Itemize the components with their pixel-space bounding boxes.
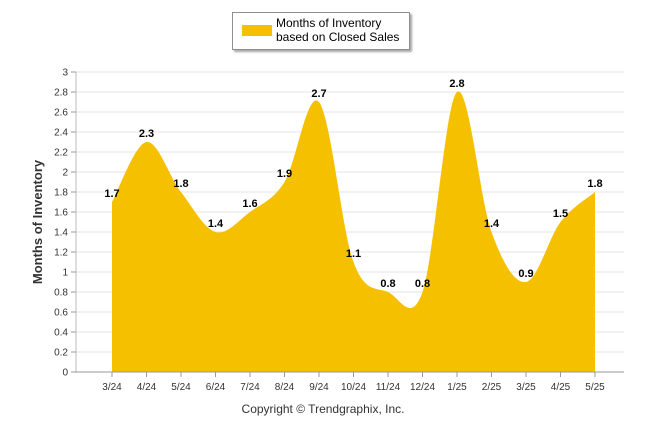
data-labels: 1.7 2.3 1.8 1.4 1.6 1.9 2.7 1.1 0.8 0.8 2.8 1.4 0.9 1… [104, 78, 602, 290]
x-tick-label: 3/25 [516, 382, 536, 393]
x-tick-label: 11/24 [376, 382, 401, 393]
data-label: 0.8 [415, 278, 430, 290]
x-tick-label: 12/24 [410, 382, 435, 393]
data-label: 1.9 [277, 168, 292, 180]
x-axis-ticks: 3/24 4/24 5/24 6/24 7/24 8/24 9/24 10/24 11/24 12… [76, 371, 624, 393]
y-tick-label: 2.8 [54, 88, 68, 99]
x-tick-label: 4/25 [551, 382, 571, 393]
y-tick-label: 1.8 [54, 188, 68, 199]
data-label: 2.7 [311, 88, 326, 100]
y-axis-title: Months of Inventory [30, 159, 45, 284]
data-label: 2.3 [139, 128, 154, 140]
copyright-text: Copyright © Trendgraphix, Inc. [241, 402, 405, 416]
y-tick-label: 2 [62, 168, 68, 179]
legend-swatch [242, 25, 272, 36]
x-tick-label: 1/25 [447, 382, 467, 393]
y-axis-ticks: 0 0.2 0.4 0.6 0.8 1 1.2 1.4 1.6 1.8 2 2.2 2.4 2.6 2.8 3 [54, 68, 76, 379]
x-tick-label: 6/24 [206, 382, 226, 393]
data-label: 0.9 [518, 268, 533, 280]
data-label: 1.1 [346, 248, 361, 260]
legend-label: Months of Inventory based on Closed Sale… [276, 16, 400, 44]
x-tick-label: 10/24 [341, 382, 366, 393]
y-tick-label: 0.4 [54, 328, 68, 339]
series-area [112, 91, 595, 373]
y-tick-label: 2.4 [54, 128, 68, 139]
y-tick-label: 0.8 [54, 288, 68, 299]
y-tick-label: 2.2 [54, 148, 68, 159]
data-label: 1.4 [208, 218, 224, 230]
data-label: 1.8 [173, 178, 188, 190]
x-tick-label: 9/24 [309, 382, 329, 393]
y-tick-label: 1.4 [54, 228, 68, 239]
y-tick-label: 0.6 [54, 308, 68, 319]
x-tick-label: 2/25 [482, 382, 502, 393]
x-tick-label: 3/24 [102, 382, 122, 393]
data-label: 1.6 [242, 198, 257, 210]
data-label: 0.8 [380, 278, 395, 290]
data-label: 1.5 [553, 208, 568, 220]
data-label: 1.8 [587, 178, 602, 190]
data-label: 2.8 [449, 78, 464, 90]
x-tick-label: 7/24 [240, 382, 260, 393]
x-tick-label: 5/25 [585, 382, 605, 393]
x-tick-label: 8/24 [275, 382, 295, 393]
legend: Months of Inventory based on Closed Sale… [232, 12, 410, 50]
y-tick-label: 0 [62, 368, 68, 379]
y-tick-label: 1.6 [54, 208, 68, 219]
y-tick-label: 1.2 [54, 248, 68, 259]
y-tick-label: 1 [62, 268, 68, 279]
data-label: 1.7 [104, 188, 119, 200]
y-tick-label: 0.2 [54, 348, 68, 359]
x-tick-label: 5/24 [171, 382, 191, 393]
y-tick-label: 3 [62, 68, 68, 79]
y-tick-label: 2.6 [54, 108, 68, 119]
data-label: 1.4 [484, 218, 500, 230]
x-tick-label: 4/24 [137, 382, 157, 393]
area-series-fill [112, 91, 595, 373]
